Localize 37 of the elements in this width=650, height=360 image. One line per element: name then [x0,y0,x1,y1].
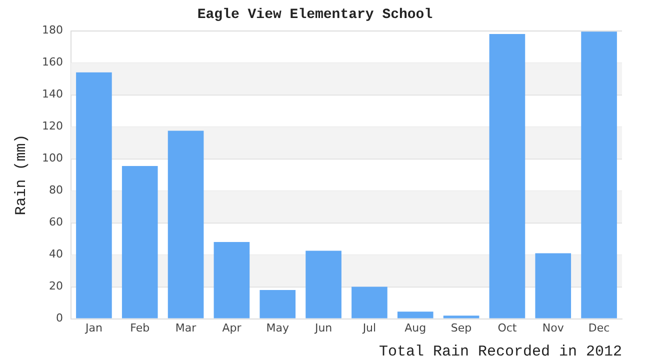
y-tick-label: 40 [48,248,63,261]
y-tick-label: 20 [48,280,63,293]
bar [535,253,572,318]
y-tick-label: 0 [56,312,63,325]
bar [352,286,388,318]
x-tick-label: Jun [314,321,332,334]
x-axis-title: Total Rain Recorded in 2012 [378,343,622,360]
y-tick-label: 160 [42,56,63,69]
x-tick-label: May [266,321,290,334]
x-tick-label: Aug [404,321,426,334]
y-tick-label: 180 [42,24,63,37]
y-tick-label: 100 [42,152,63,165]
bar [581,32,617,318]
bar [489,34,526,318]
bar [397,312,434,318]
x-tick-label: Dec [588,321,610,334]
x-tick-label: Apr [222,321,242,334]
y-tick-label: 140 [42,88,63,101]
chart-title: Eagle View Elementary School [197,6,433,23]
bar [122,166,158,318]
x-tick-label: Feb [130,321,150,334]
x-tick-label: Oct [498,321,518,334]
x-tick-label: Mar [175,321,197,334]
y-tick-label: 60 [48,216,63,229]
x-tick-label: Nov [542,321,564,334]
bar [214,242,250,318]
x-tick-label: Jul [362,321,376,334]
x-tick-label: Jan [84,321,102,334]
bar [443,316,480,318]
bar [76,72,112,318]
bar [168,130,204,318]
y-tick-label: 120 [42,120,63,133]
x-tick-label: Sep [450,321,472,334]
y-tick-label: 80 [48,184,63,197]
y-axis-title: Rain (mm) [12,134,30,216]
bar [306,250,342,318]
bar [260,290,296,318]
